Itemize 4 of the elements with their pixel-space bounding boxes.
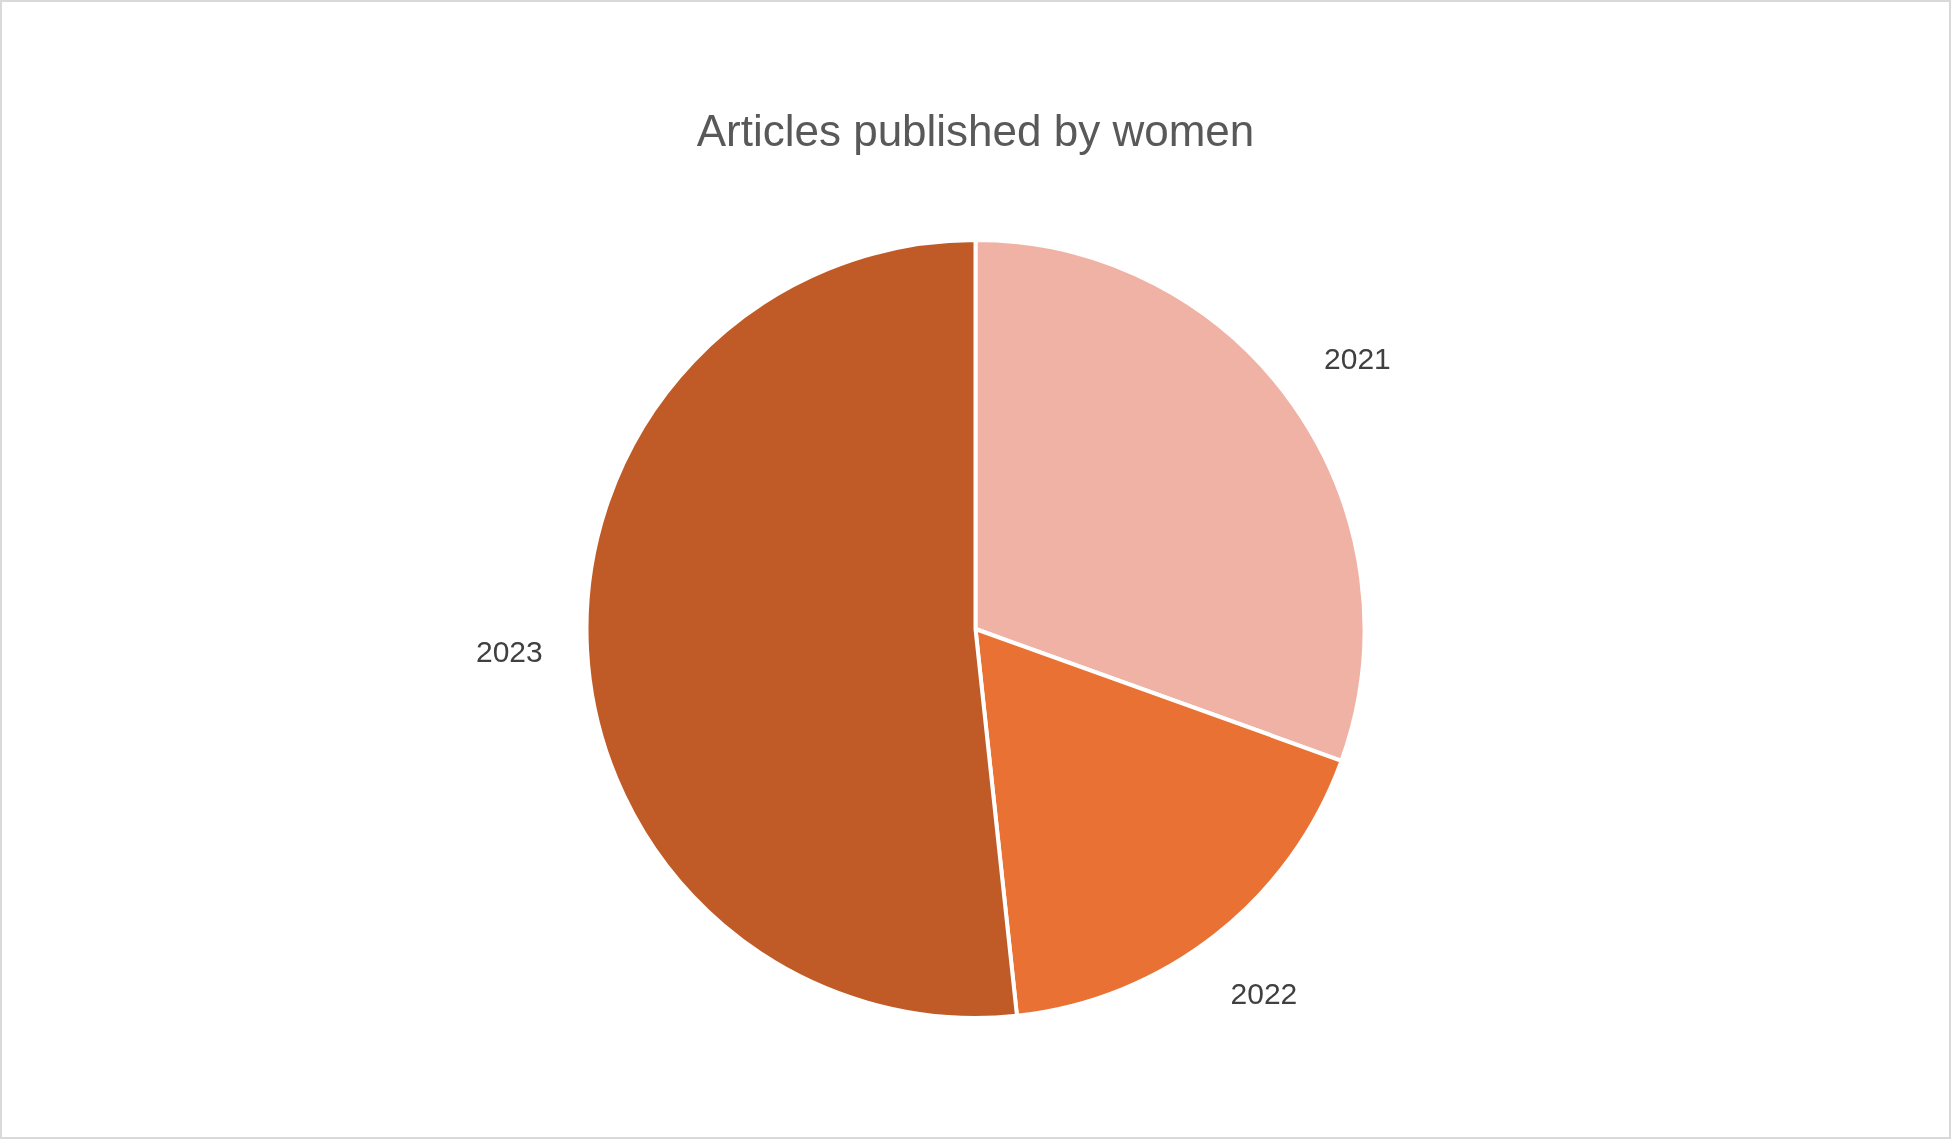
chart-title: Articles published by women (695, 106, 1256, 156)
slice-label: 2021 (1324, 341, 1391, 375)
slice-label: 2023 (475, 635, 543, 669)
slice-label: 2022 (1230, 977, 1298, 1011)
